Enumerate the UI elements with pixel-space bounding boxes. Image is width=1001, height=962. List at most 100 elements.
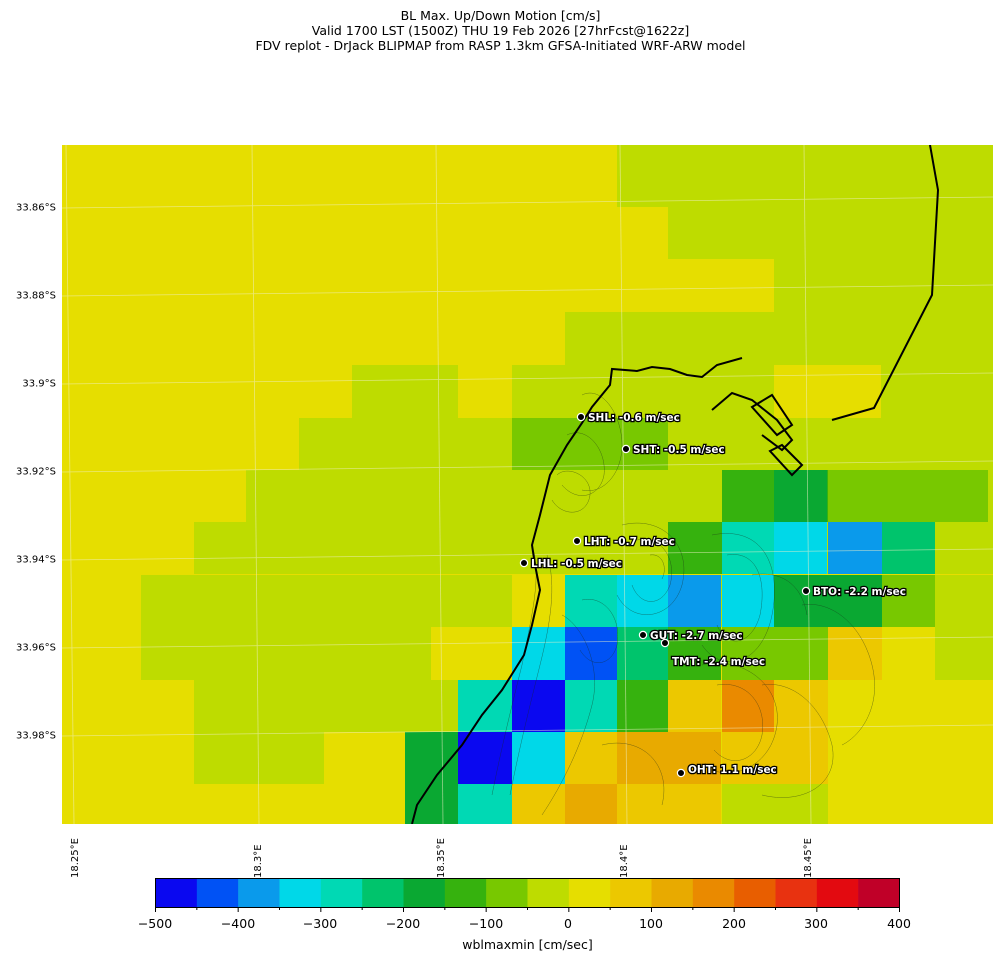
title-line-2: Valid 1700 LST (1500Z) THU 19 Feb 2026 […	[311, 23, 690, 38]
grid-cell	[668, 207, 993, 259]
grid-cell	[774, 470, 827, 522]
x-tick-label: 18.4°E	[619, 844, 630, 878]
colorbar-swatch	[816, 878, 859, 908]
grid-cell	[882, 627, 935, 680]
colorbar-tick-label: −200	[385, 916, 421, 931]
grid-cell	[882, 575, 935, 627]
y-tick-label: 33.86°S	[16, 202, 56, 214]
grid-cell	[774, 732, 828, 784]
station-bto: BTO: -2.2 m/sec	[801, 585, 907, 599]
y-tick-label: 33.88°S	[16, 290, 56, 302]
title-line-3: FDV replot - DrJack BLIPMAP from RASP 1.…	[255, 38, 746, 53]
colorbar	[155, 878, 900, 912]
station-marker	[676, 768, 686, 778]
y-tick-label: 33.92°S	[16, 466, 56, 478]
grid-cell	[722, 522, 775, 574]
station-lht: LHT: -0.7 m/sec	[572, 535, 676, 549]
grid-cell	[617, 145, 993, 207]
station-label: TMT: -2.4 m/sec	[672, 656, 765, 668]
colorbar-swatch	[486, 878, 528, 908]
station-marker	[519, 558, 529, 568]
colorbar-swatch	[651, 878, 694, 908]
grid-cell	[774, 627, 828, 680]
station-label: SHL: -0.6 m/sec	[588, 412, 680, 424]
grid-cell	[774, 365, 881, 418]
grid-cell	[828, 627, 882, 680]
grid-cell	[512, 784, 565, 824]
colorbar-tick-label: 300	[804, 916, 828, 931]
station-marker	[621, 444, 631, 454]
grid-cell	[617, 732, 668, 784]
colorbar-swatch	[362, 878, 404, 908]
grid-cell	[141, 627, 431, 680]
grid-cell	[565, 627, 618, 680]
colorbar-swatch	[196, 878, 239, 908]
grid-cell	[774, 680, 828, 732]
grid-cell	[668, 627, 721, 680]
colorbar-tick-label: 0	[564, 916, 572, 931]
colorbar-swatches	[155, 878, 900, 908]
station-label: SHT: -0.5 m/sec	[633, 444, 725, 456]
grid-cell	[668, 575, 721, 627]
grid-cells	[62, 145, 993, 824]
station-tmt: TMT: -2.4 m/sec	[660, 638, 766, 669]
station-label: LHL: -0.5 m/sec	[531, 558, 622, 570]
station-marker	[801, 586, 811, 596]
grid-cell	[722, 784, 828, 824]
station-label: OHT: 1.1 m/sec	[688, 764, 777, 776]
grid-cell	[668, 522, 722, 574]
colorbar-swatch	[320, 878, 363, 908]
grid-cell	[512, 418, 618, 470]
x-tick-label: 18.3°E	[253, 844, 264, 878]
grid-cell	[774, 575, 828, 627]
station-gut: GUT: -2.7 m/sec	[638, 629, 744, 643]
colorbar-swatch	[279, 878, 322, 908]
grid-cell	[828, 680, 993, 732]
colorbar-tick-marks	[155, 908, 900, 912]
grid-cell	[458, 784, 512, 824]
stations: SHL: -0.6 m/sec SHT: -0.5 m/sec LHT: -0.7 …	[519, 411, 907, 778]
grid-cell	[458, 365, 516, 418]
colorbar-tick-label: 400	[887, 916, 911, 931]
x-tick-label: 18.45°E	[803, 838, 814, 878]
grid-cell	[617, 784, 668, 824]
station-shl: SHL: -0.6 m/sec	[576, 411, 681, 425]
grid-cell	[935, 627, 993, 680]
colorbar-swatch	[858, 878, 900, 908]
colorbar-swatch	[610, 878, 652, 908]
grid-cell	[828, 522, 882, 574]
grid-cell	[774, 522, 827, 574]
grid-cell	[828, 470, 988, 522]
colorbar-swatch	[527, 878, 570, 908]
y-tick-label: 33.9°S	[22, 378, 56, 390]
station-marker	[576, 412, 586, 422]
colorbar-tick-label: −100	[468, 916, 504, 931]
grid-cell	[668, 784, 721, 824]
grid-cell	[668, 680, 721, 732]
grid-cell	[668, 732, 721, 784]
station-marker	[660, 638, 670, 648]
grid-cell	[882, 522, 935, 574]
y-tick-label: 33.98°S	[16, 730, 56, 742]
grid-cell	[565, 312, 993, 365]
colorbar-label: wblmaxmin [cm/sec]	[462, 937, 593, 952]
grid-cell	[565, 732, 618, 784]
station-oht: OHT: 1.1 m/sec	[676, 763, 778, 778]
x-tick-label: 18.25°E	[70, 838, 81, 878]
grid-cell	[352, 365, 459, 418]
grid-cell	[722, 732, 775, 784]
station-label: GUT: -2.7 m/sec	[650, 630, 743, 642]
grid-cell	[617, 575, 668, 627]
grid-cell	[194, 680, 484, 732]
colorbar-tick-label: −500	[137, 916, 173, 931]
colorbar-swatch	[568, 878, 611, 908]
coastline	[411, 145, 940, 824]
station-label: BTO: -2.2 m/sec	[813, 586, 906, 598]
grid-cell	[458, 732, 512, 784]
grid-cell	[722, 575, 775, 627]
colorbar-tick-label: −300	[302, 916, 338, 931]
station-lhl: LHL: -0.5 m/sec	[519, 557, 623, 571]
grid-cell	[512, 365, 618, 418]
colorbar-swatch	[444, 878, 487, 908]
colorbar-swatch	[238, 878, 280, 908]
